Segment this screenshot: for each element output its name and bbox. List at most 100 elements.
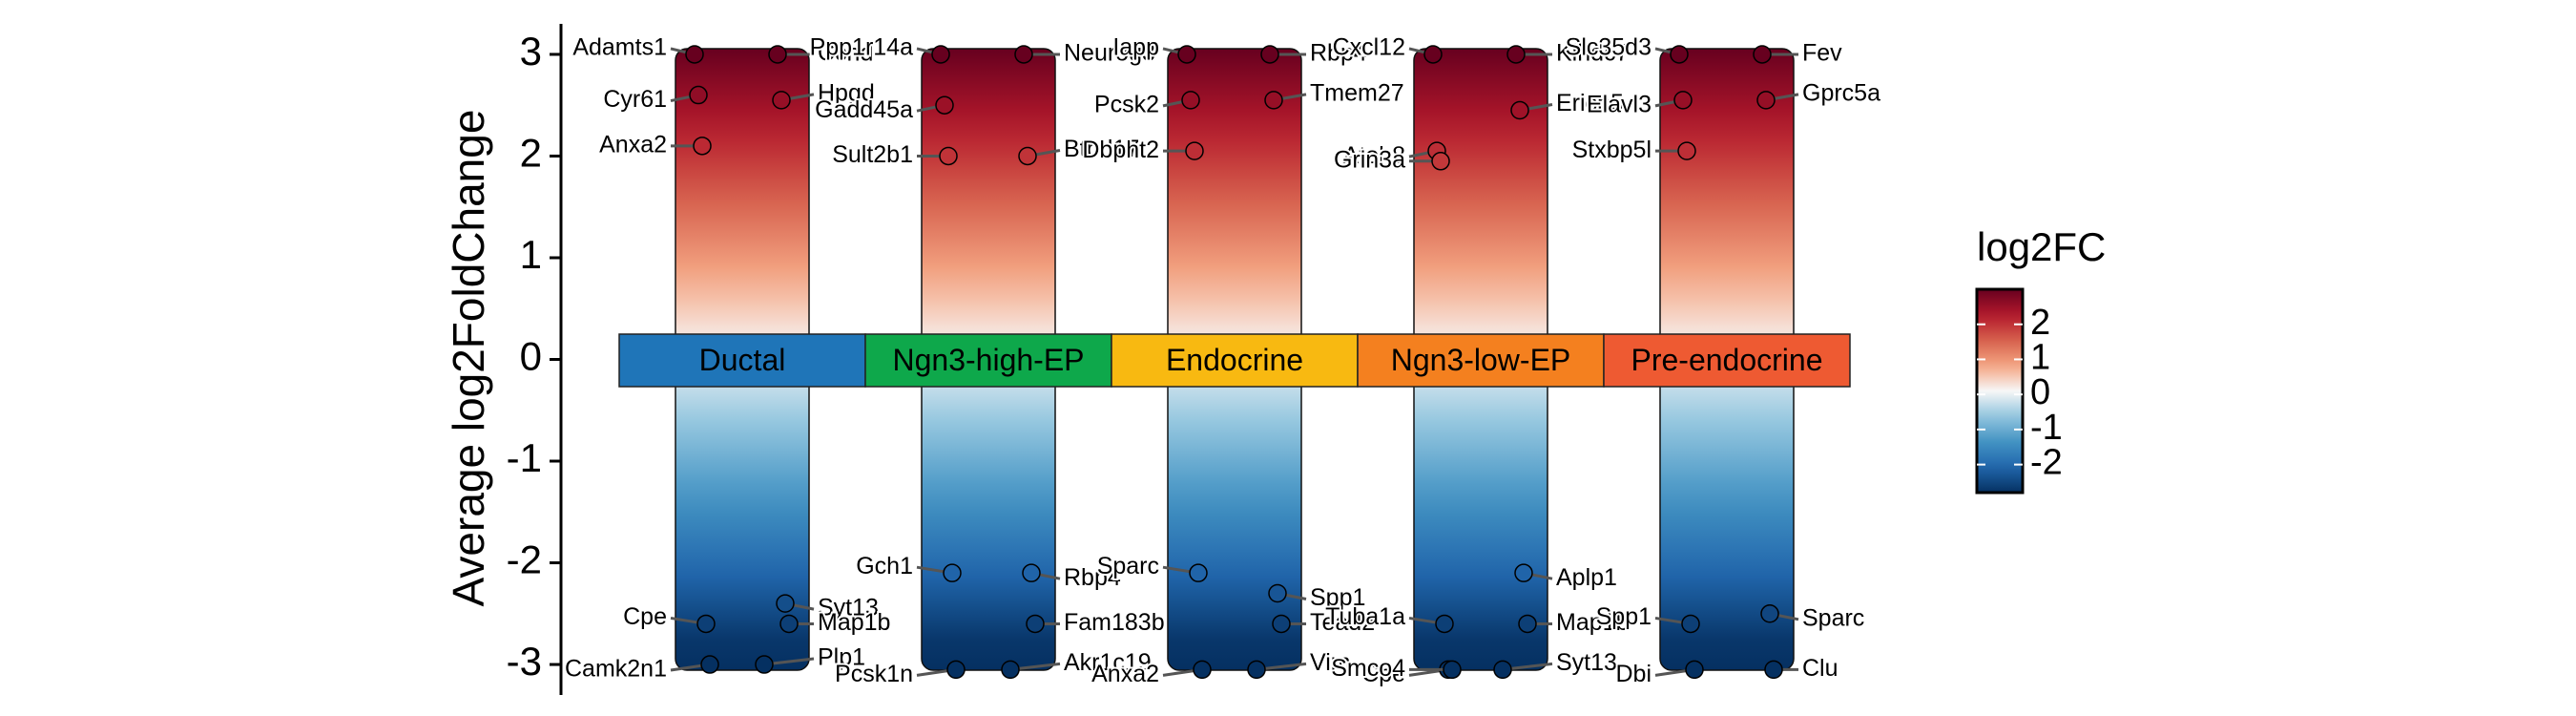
gene-point [1681, 614, 1700, 634]
gene-label: Cpe [623, 603, 667, 630]
gene-label: Pcsk1n [835, 661, 913, 687]
gene-point [1018, 146, 1037, 166]
category-label: Pre-endocrine [1631, 343, 1823, 377]
gene-point [689, 85, 708, 105]
gene-label: Tuba1a [1325, 603, 1405, 630]
gene-label: Grin3a [1334, 146, 1405, 173]
gene-point [1493, 660, 1512, 680]
gene-point [1177, 45, 1196, 64]
gene-point [1022, 563, 1041, 582]
gene-label: Stxbp5l [1572, 137, 1652, 163]
gene-label: Cpe [1361, 661, 1405, 687]
gene-point [1677, 141, 1696, 160]
gene-label: Fev [1802, 40, 1842, 67]
gene-label: Elavl3 [1587, 91, 1652, 117]
y-tick-label: -3 [507, 639, 542, 684]
gene-point [1268, 583, 1287, 603]
colorbar-tick-label: -2 [2030, 443, 2063, 483]
gene-point [1260, 45, 1279, 64]
gene-point [1685, 660, 1704, 680]
gene-point [1756, 91, 1776, 110]
gene-point [1272, 614, 1291, 634]
gene-point [1189, 563, 1208, 582]
colorbar-tick-label: 1 [2030, 337, 2050, 377]
colorbar-tick-label: 2 [2030, 303, 2050, 343]
gene-point [1193, 660, 1212, 680]
gene-label: Smco4 [1331, 655, 1405, 682]
gene-point [755, 655, 774, 674]
gene-point [1014, 45, 1033, 64]
gene-point [1443, 660, 1462, 680]
category-box [1357, 333, 1605, 388]
gene-point [939, 146, 958, 166]
gene-label: Adamts1 [572, 34, 667, 61]
gene-label: Tead2 [1310, 609, 1375, 636]
gene-label: Map1b [1556, 609, 1629, 636]
gene-point [768, 45, 787, 64]
gene-label: Rbp4 [1310, 40, 1367, 67]
category-label: Ductal [699, 343, 786, 377]
y-tick-label: -1 [507, 435, 542, 480]
gene-point [693, 137, 712, 156]
gene-point [1764, 660, 1783, 680]
gene-label: Dbi [1615, 661, 1652, 687]
gene-point [1435, 614, 1454, 634]
gene-point [1753, 45, 1772, 64]
gene-point [946, 660, 966, 680]
gene-label: Sult2b1 [832, 141, 913, 168]
gene-label: Vim [1310, 649, 1351, 676]
gene-point [1264, 91, 1283, 110]
gene-label: Spp1 [1596, 603, 1652, 630]
gene-label: Klhdc7 [1556, 40, 1629, 67]
gene-point [1518, 614, 1537, 634]
category-box [1111, 333, 1359, 388]
gene-label: Gch1 [856, 553, 913, 579]
gene-label: Akr1c19 [1064, 649, 1152, 676]
gene-point [1510, 100, 1529, 120]
gene-label: Erich5 [1556, 90, 1624, 116]
gene-label: Ccnd [818, 40, 873, 67]
gene-label: Map1b [818, 609, 890, 636]
y-tick-label: 0 [520, 334, 542, 379]
gene-label: Tmem27 [1310, 79, 1404, 106]
gene-label: Sparc [1097, 553, 1159, 579]
category-label: Ngn3-high-EP [893, 343, 1085, 377]
gene-label: Clu [1802, 655, 1839, 682]
colorbar [1975, 287, 2025, 495]
gene-point [779, 614, 799, 634]
gene-label: Fam183b [1064, 609, 1165, 636]
gene-point [1670, 45, 1689, 64]
gene-point [943, 563, 962, 582]
gene-point [1514, 563, 1533, 582]
y-tick-label: 2 [520, 131, 542, 176]
gene-label: Gadd45a [815, 96, 913, 123]
gene-label: Ppp1r14a [810, 34, 914, 61]
gene-point [700, 655, 719, 674]
y-tick-label: 1 [520, 232, 542, 277]
category-box [864, 333, 1112, 388]
gene-point [696, 614, 716, 634]
gene-point [1247, 660, 1266, 680]
gene-label: Hpgd [818, 79, 875, 106]
gene-point [1026, 614, 1045, 634]
gene-label: Plp1 [818, 644, 865, 671]
colorbar-tick-label: 0 [2030, 372, 2050, 412]
gene-label: Aplp1 [1556, 564, 1617, 591]
category-box [618, 333, 866, 388]
gene-label: Iapp [1112, 34, 1159, 61]
gene-label: Spp1 [1310, 584, 1365, 611]
gene-label: Camk2n1 [565, 656, 667, 683]
gene-label: Cxcl12 [1333, 34, 1405, 61]
gene-label: Sparc [1802, 604, 1864, 631]
gene-label: Anxa2 [1091, 661, 1159, 687]
category-label: Ngn3-low-EP [1391, 343, 1571, 377]
gene-point [1181, 91, 1200, 110]
gene-point [1673, 91, 1693, 110]
gene-label: Syt13 [818, 595, 879, 621]
gene-label: Syt13 [1556, 649, 1617, 676]
gene-label: Cyr61 [603, 86, 667, 113]
gene-point [685, 45, 704, 64]
gene-label: Dbpht2 [1082, 137, 1159, 163]
gene-point [1423, 45, 1443, 64]
